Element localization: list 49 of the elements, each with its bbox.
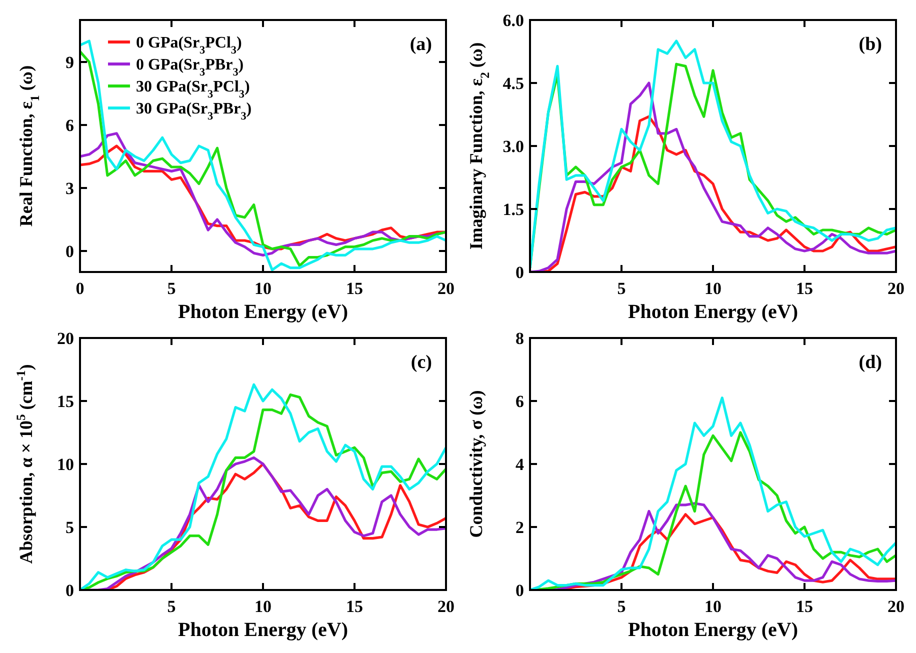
x-tick-label: 5 [617, 597, 626, 616]
y-tick-label: 2 [516, 518, 524, 537]
x-tick-label: 15 [346, 597, 363, 616]
y-tick-label: 3 [66, 178, 74, 198]
legend-label: 0 GPa(Sr$_{3}$PCl$_{3}$) [136, 34, 242, 57]
x-tick-label: 15 [796, 279, 813, 298]
y-tick-label: 0 [516, 262, 524, 282]
x-tick-label: 10 [254, 279, 272, 298]
y-tick-label: 5 [66, 518, 74, 537]
x-tick-label: 5 [617, 279, 626, 298]
y-tick-label: 8 [516, 328, 524, 348]
x-tick-label: 15 [346, 279, 363, 298]
text: (a) [410, 34, 432, 55]
legend-label: 30 GPa(Sr$_{3}$PBr$_{3}$) [136, 100, 252, 123]
text: (d) [858, 352, 882, 373]
y-tick-label: 6.0 [502, 10, 524, 30]
x-tick-label: 5 [167, 279, 176, 298]
y-tick-label: 4 [516, 454, 524, 474]
y-tick-label: 6 [66, 116, 74, 135]
x-axis-title: Photon Energy (eV) [178, 619, 348, 641]
y-tick-label: 3.0 [502, 136, 524, 156]
y-tick-label: 0 [516, 580, 524, 600]
x-axis-title: Photon Energy (eV) [628, 619, 798, 641]
y-tick-label: 9 [66, 52, 74, 72]
text: (b) [858, 34, 882, 55]
x-tick-label: 10 [704, 279, 722, 298]
y-tick-label: 15 [57, 392, 74, 411]
x-tick-label: 20 [438, 279, 454, 298]
x-tick-label: 10 [254, 597, 272, 616]
legend-label: 30 GPa(Sr$_{3}$PCl$_{3}$) [136, 78, 250, 101]
x-tick-label: 10 [704, 597, 722, 616]
x-tick-label: 15 [796, 597, 813, 616]
y-axis-title: Conductivity, σ (ω) [466, 390, 486, 538]
x-axis-title: Photon Energy (eV) [178, 301, 348, 323]
y-tick-label: 10 [57, 454, 74, 474]
x-tick-label: 5 [167, 597, 176, 616]
y-tick-label: 6 [516, 392, 524, 411]
y-tick-label: 0 [66, 242, 74, 261]
x-tick-label: 20 [888, 279, 904, 298]
text: (c) [410, 352, 432, 373]
legend-label: 0 GPa(Sr$_{3}$PBr$_{3}$) [136, 56, 244, 79]
x-tick-label: 20 [888, 597, 904, 616]
y-tick-label: 1.5 [502, 200, 524, 219]
y-tick-label: 4.5 [502, 74, 524, 93]
x-axis-title: Photon Energy (eV) [628, 301, 798, 323]
x-tick-label: 20 [438, 597, 454, 616]
line-series [530, 396, 896, 590]
y-tick-label: 0 [66, 580, 74, 600]
y-tick-label: 20 [57, 328, 74, 348]
